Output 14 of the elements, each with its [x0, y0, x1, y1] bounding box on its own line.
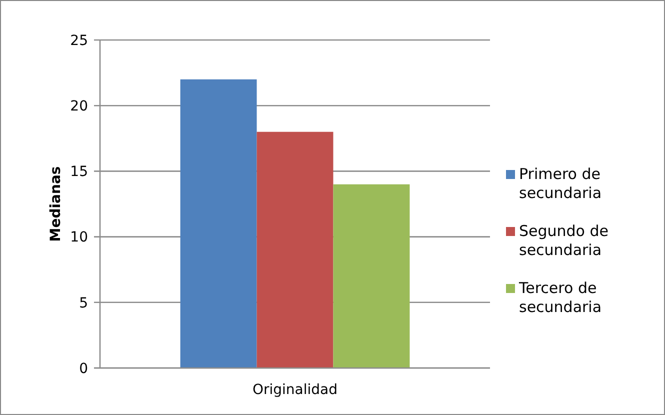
y-tick-label: 5	[79, 295, 88, 312]
y-tick-label: 15	[70, 164, 88, 180]
y-tick-label: 10	[70, 230, 88, 246]
y-tick-label: 0	[79, 360, 88, 377]
bar	[180, 79, 257, 368]
legend-label: Segundo de secundaria	[519, 222, 609, 259]
y-tick-label: 20	[70, 98, 88, 114]
bar	[333, 184, 410, 368]
legend-label: Tercero de secundaria	[518, 279, 602, 316]
x-tick-label: Originalidad	[252, 382, 338, 398]
bar	[256, 132, 334, 368]
legend-label: Primero de secundaria	[519, 165, 602, 202]
y-tick-label: 25	[70, 32, 88, 49]
y-axis-title: Medianas	[48, 166, 64, 242]
